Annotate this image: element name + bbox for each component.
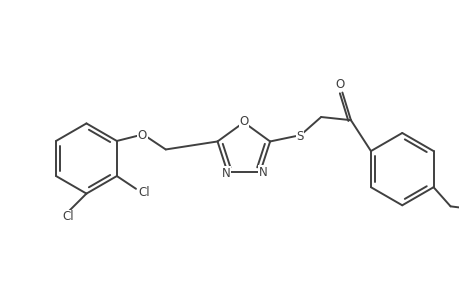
Text: Cl: Cl: [62, 211, 74, 224]
Text: O: O: [137, 129, 147, 142]
Text: S: S: [296, 130, 303, 142]
Text: N: N: [258, 166, 267, 179]
Text: Cl: Cl: [138, 185, 150, 199]
Text: O: O: [239, 115, 248, 128]
Text: O: O: [335, 77, 344, 91]
Text: N: N: [222, 167, 230, 180]
